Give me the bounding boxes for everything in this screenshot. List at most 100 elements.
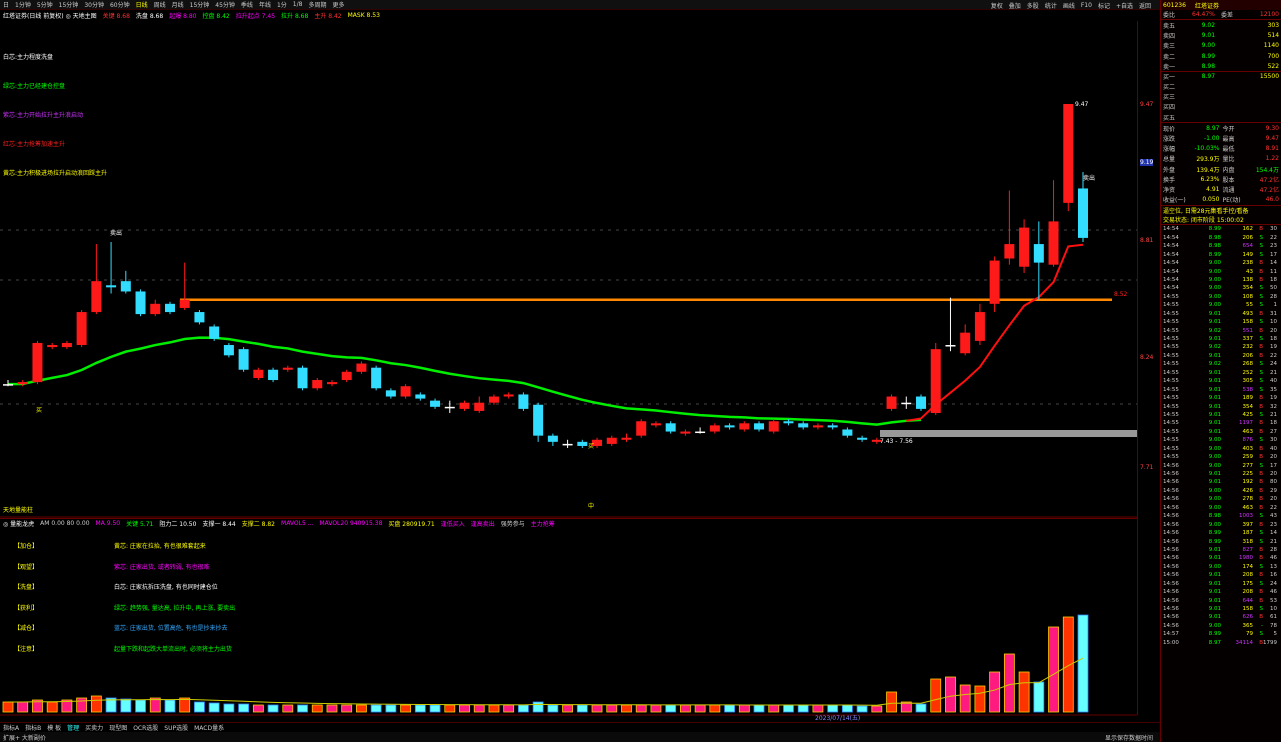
period-tab[interactable]: 年线 [258,2,271,9]
toolbar-button[interactable]: 多股 [1026,2,1039,10]
period-tab[interactable]: 日线 [135,2,148,9]
indicator-tab[interactable]: 现型图 [109,724,128,732]
candle[interactable] [562,439,573,449]
candle[interactable] [444,400,455,413]
candle[interactable] [533,402,544,442]
candle[interactable] [76,310,87,348]
indicator-tab[interactable]: 指标A [3,724,20,732]
indicator-title[interactable]: ◎ 量能龙虎 [3,521,35,528]
candle[interactable] [518,392,529,411]
candle[interactable] [415,392,426,401]
candle[interactable] [356,361,367,374]
candle[interactable] [194,310,205,325]
candle[interactable] [297,365,308,391]
candle[interactable] [783,419,794,426]
period-tab[interactable]: 1/8 [292,1,303,8]
candle[interactable] [886,394,897,411]
candle[interactable] [680,429,691,436]
candle[interactable] [1048,180,1059,267]
indicator-tab[interactable]: 买卖力 [85,724,104,732]
candle[interactable] [827,423,838,430]
period-tab[interactable]: 周线 [153,2,166,9]
toolbar-button[interactable]: +自选 [1115,2,1133,10]
candle[interactable] [474,396,485,413]
candle[interactable] [665,421,676,434]
candle[interactable] [47,342,58,350]
candle[interactable] [842,427,853,438]
candle[interactable] [547,433,558,446]
candle[interactable] [1004,190,1015,265]
candle[interactable] [768,419,779,434]
indicator-tab[interactable]: OCR选股 [133,724,159,732]
period-tab[interactable]: 月线 [171,2,184,9]
indicator-tab[interactable]: 模 板 [47,724,62,732]
candle[interactable] [621,433,632,442]
candle[interactable] [17,380,28,387]
candle[interactable] [164,301,175,315]
candle[interactable] [135,289,146,317]
indicator-tab[interactable]: SUP选股 [164,724,189,732]
candle[interactable] [945,297,956,352]
candle[interactable] [592,437,603,449]
candle[interactable] [61,340,72,350]
period-tab[interactable]: 更多 [332,2,345,9]
period-tab[interactable]: 5分钟 [36,2,53,9]
candle[interactable] [871,437,882,444]
candle[interactable] [106,242,117,294]
toolbar-button[interactable]: 复权 [990,2,1003,10]
candle[interactable] [253,367,264,381]
period-tab[interactable]: 15分钟 [189,2,210,9]
period-tab[interactable]: 30分钟 [84,2,104,9]
indicator-tab[interactable]: 指标B [25,724,42,732]
candle[interactable] [960,324,971,356]
candle[interactable] [341,369,352,383]
toolbar-button[interactable]: 叠加 [1008,2,1021,10]
candle[interactable] [1033,221,1044,300]
period-tab[interactable]: 45分钟 [215,2,235,9]
toolbar-button[interactable]: F10 [1080,1,1092,9]
toolbar-button[interactable]: 统计 [1044,2,1057,10]
candle[interactable] [282,365,293,372]
toolbar-button[interactable]: 标记 [1097,2,1110,10]
candle[interactable] [812,423,823,430]
candle[interactable] [268,367,279,383]
candle[interactable] [901,396,912,409]
period-tab[interactable]: 60分钟 [109,2,130,9]
candle[interactable] [223,342,234,358]
period-tab[interactable]: 15分钟 [58,2,79,9]
candle[interactable] [695,427,706,434]
candle[interactable] [91,244,102,315]
candle[interactable] [636,419,647,438]
tick-list[interactable]: 14:54 8.99 162 B 30 14:54 8.98 206 S 22 14:54 8.98 6… [1161,225,1281,647]
candle[interactable] [312,377,323,391]
candle[interactable] [974,303,985,346]
candle[interactable] [857,435,868,442]
indicator-tab[interactable]: 管理 [67,724,80,732]
candle[interactable] [371,365,382,391]
indicator-tab[interactable]: MACD量系 [194,724,225,732]
toolbar-button[interactable]: 画线 [1062,2,1075,10]
period-tab[interactable]: 季线 [240,2,253,9]
period-tab[interactable]: 日 [3,2,10,9]
candle[interactable] [650,421,661,428]
candle[interactable] [400,384,411,399]
candle[interactable] [3,380,13,387]
candle[interactable] [724,423,735,430]
candle[interactable] [488,394,499,405]
candle[interactable] [930,342,941,416]
candle[interactable] [120,270,131,294]
candle[interactable] [1019,219,1030,273]
candle[interactable] [32,340,43,385]
candle[interactable] [1078,171,1088,243]
candle[interactable] [989,256,1000,313]
candle[interactable] [709,423,720,434]
period-tab[interactable]: 1分钟 [15,2,31,9]
period-tab[interactable]: 1分 [276,2,287,9]
candle[interactable] [326,380,337,387]
candle[interactable] [179,262,190,310]
candle[interactable] [916,394,927,411]
candle[interactable] [430,398,441,409]
candle[interactable] [577,439,588,449]
toolbar-button[interactable]: 返回 [1138,2,1151,10]
